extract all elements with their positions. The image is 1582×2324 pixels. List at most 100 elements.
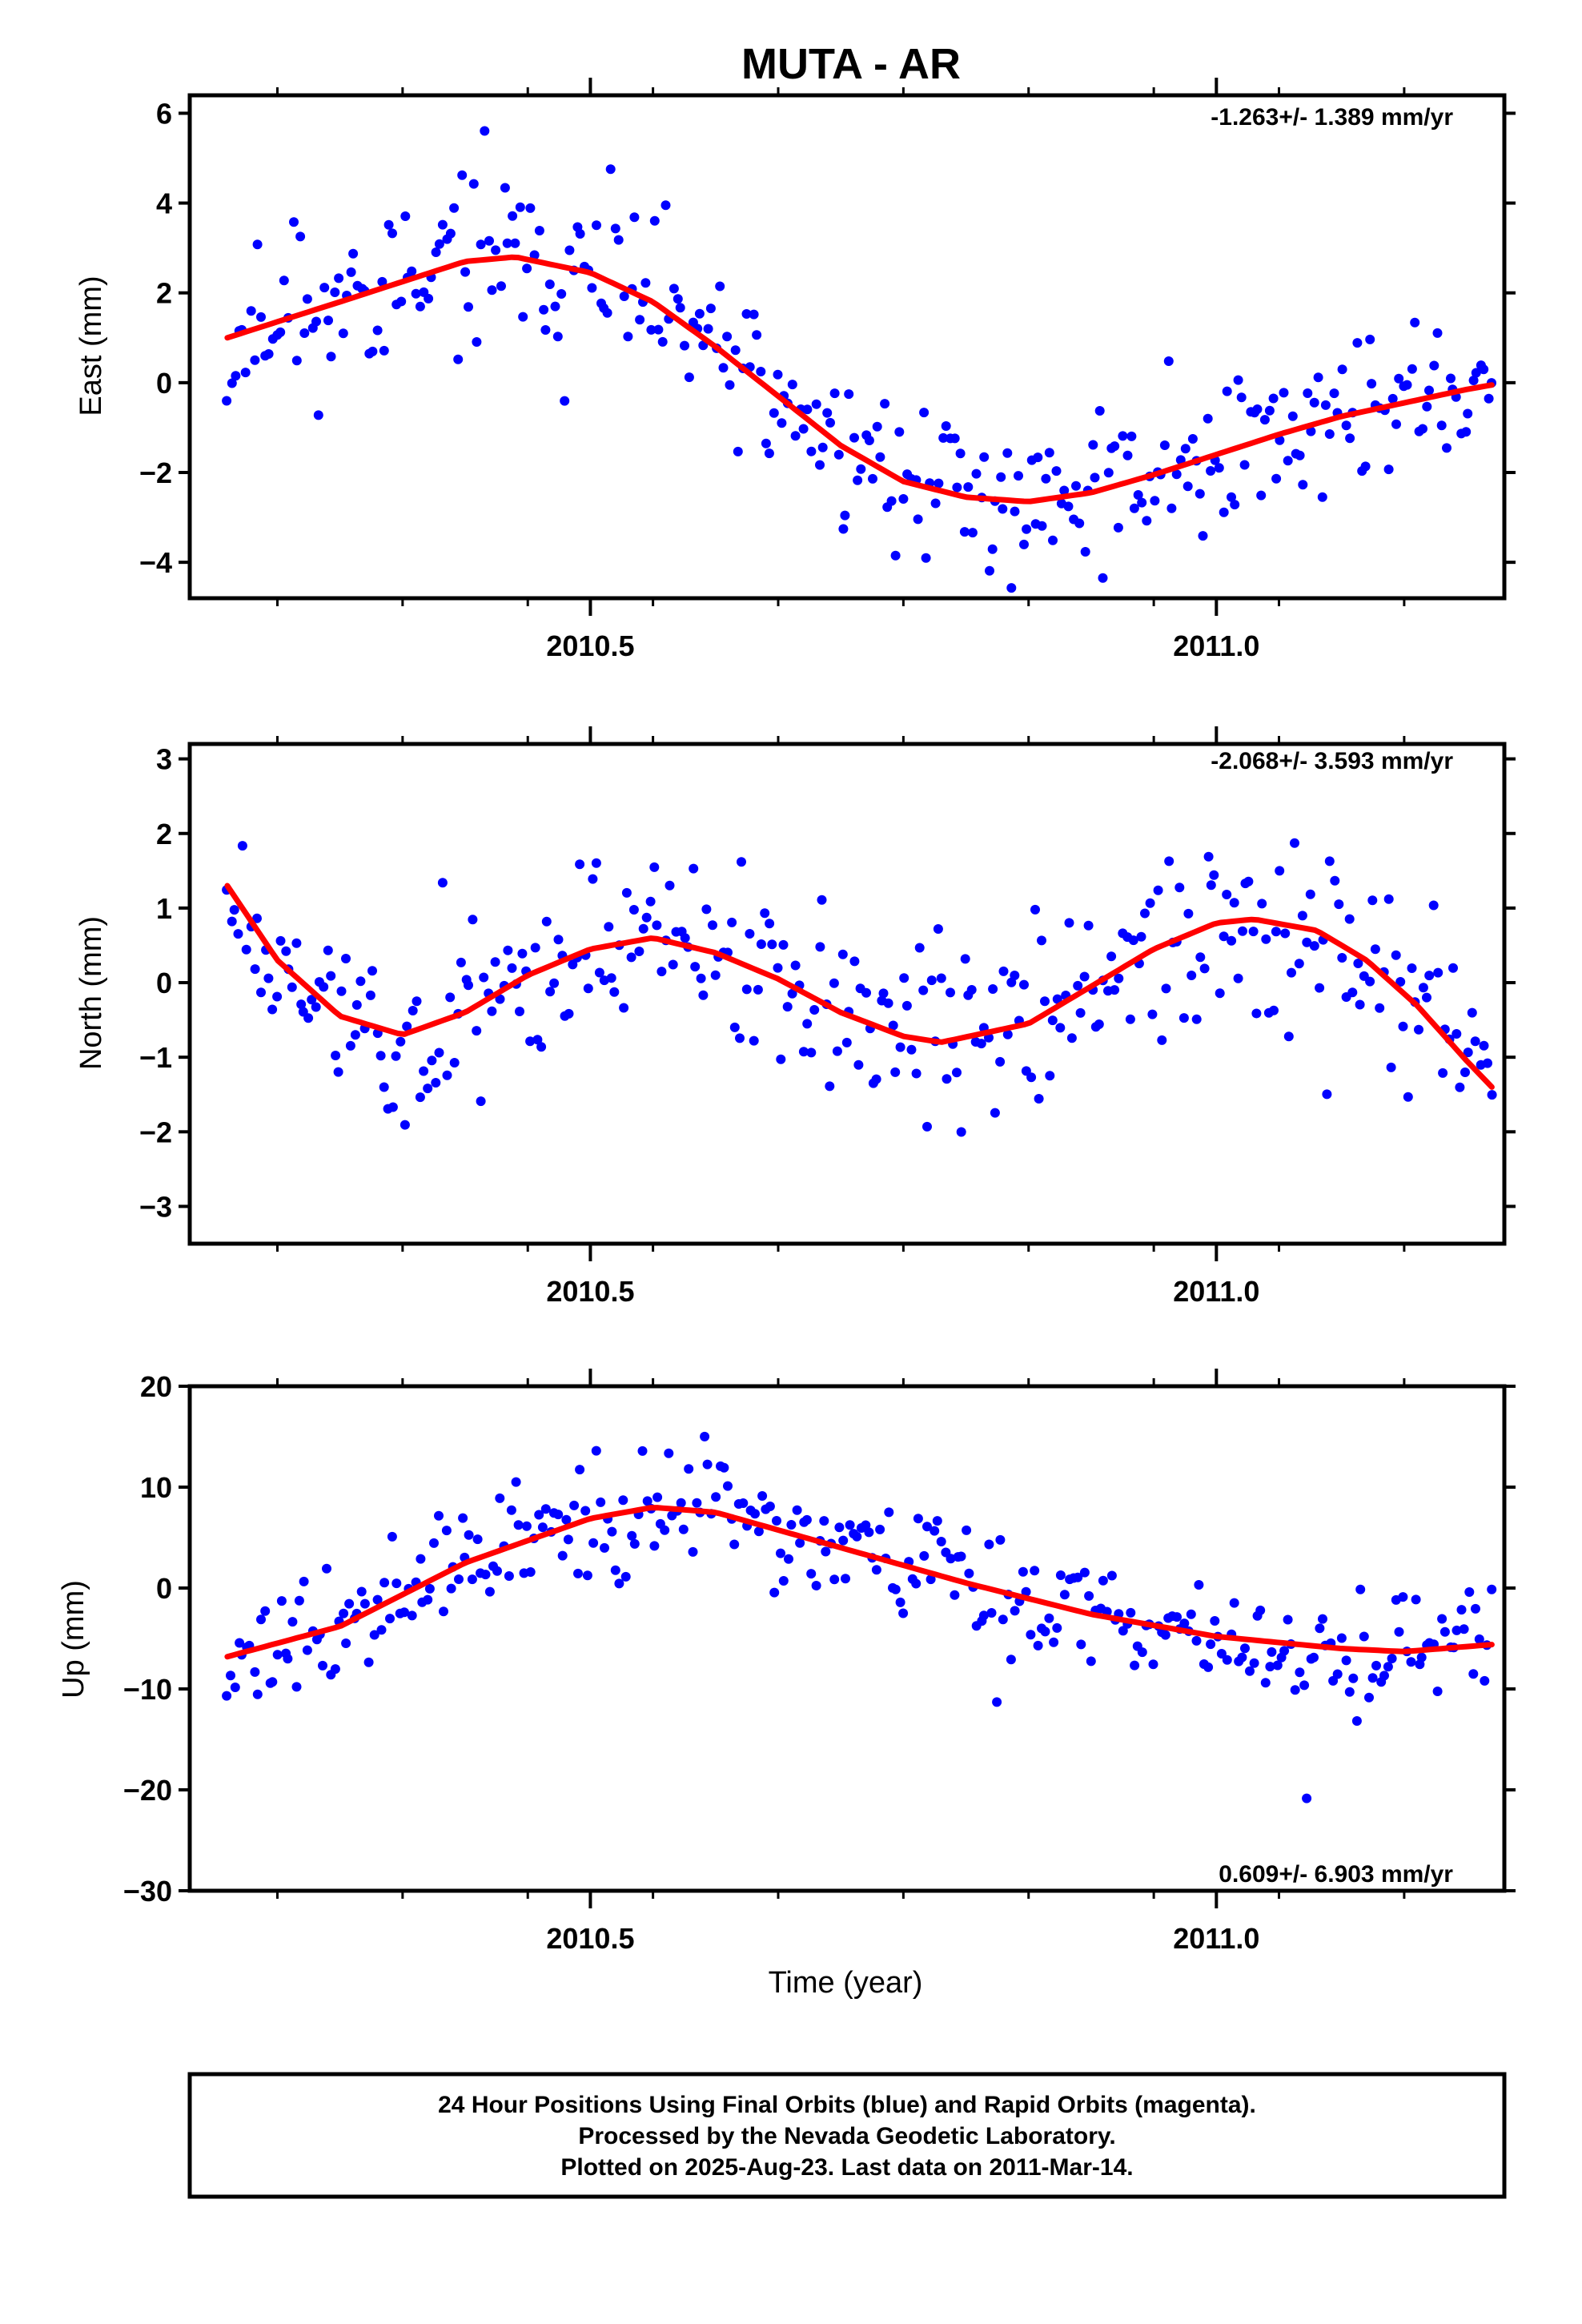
east-data-point bbox=[1484, 393, 1494, 404]
up-data-point bbox=[272, 1650, 283, 1660]
north-data-point bbox=[1128, 935, 1138, 946]
east-data-point bbox=[950, 433, 960, 444]
north-data-point bbox=[402, 1021, 412, 1031]
up-data-point bbox=[890, 1584, 901, 1594]
east-data-point bbox=[649, 215, 660, 226]
east-data-point bbox=[1365, 334, 1375, 344]
east-data-point bbox=[1080, 547, 1090, 557]
up-data-point bbox=[702, 1459, 713, 1470]
north-data-point bbox=[1375, 1003, 1385, 1013]
east-data-point bbox=[1360, 461, 1371, 472]
east-data-point bbox=[449, 203, 460, 213]
north-data-point bbox=[291, 938, 302, 948]
up-data-point bbox=[919, 1550, 930, 1561]
up-data-point bbox=[992, 1697, 1002, 1707]
north-data-point bbox=[256, 987, 266, 998]
east-data-point bbox=[752, 330, 762, 340]
east-data-point bbox=[1391, 419, 1401, 429]
north-data-point bbox=[515, 1007, 524, 1016]
north-data-point bbox=[1251, 1008, 1262, 1019]
north-data-point bbox=[1066, 1033, 1077, 1043]
up-data-point bbox=[1364, 1692, 1374, 1703]
up-data-point bbox=[1471, 1603, 1480, 1614]
north-data-point bbox=[241, 944, 251, 955]
north-data-point bbox=[594, 967, 604, 978]
north-data-point bbox=[926, 975, 937, 986]
north-data-point bbox=[442, 1070, 452, 1080]
east-data-point bbox=[718, 363, 729, 373]
east-data-point bbox=[592, 220, 601, 231]
north-data-point bbox=[922, 1121, 932, 1132]
north-data-point bbox=[756, 939, 766, 949]
east-data-point bbox=[998, 504, 1008, 514]
east-data-point bbox=[1271, 473, 1282, 484]
north-data-point bbox=[1305, 889, 1315, 899]
up-data-point bbox=[1437, 1614, 1447, 1624]
east-data-point bbox=[1074, 518, 1085, 529]
up-data-point bbox=[1290, 1685, 1300, 1695]
up-data-point bbox=[299, 1576, 309, 1586]
north-data-point bbox=[1045, 1071, 1055, 1081]
north-data-point bbox=[888, 1020, 898, 1031]
east-data-point bbox=[1051, 466, 1062, 476]
up-data-point bbox=[1302, 1793, 1312, 1803]
north-data-point bbox=[1040, 996, 1050, 1007]
north-data-point bbox=[464, 980, 473, 991]
up-data-point bbox=[1387, 1654, 1397, 1663]
up-data-point bbox=[596, 1497, 606, 1507]
east-data-point bbox=[749, 309, 759, 320]
up-y-tick-label: 20 bbox=[140, 1370, 172, 1403]
east-data-point bbox=[227, 378, 237, 388]
up-data-point bbox=[1203, 1662, 1214, 1672]
east-data-point bbox=[623, 332, 633, 342]
east-data-point bbox=[1198, 531, 1208, 541]
east-data-point bbox=[1402, 380, 1412, 390]
east-data-point bbox=[1098, 573, 1108, 583]
north-data-point bbox=[809, 1005, 820, 1015]
up-data-point bbox=[1279, 1646, 1290, 1656]
up-data-point bbox=[784, 1554, 793, 1564]
north-data-point bbox=[1233, 973, 1243, 983]
east-data-point bbox=[522, 263, 532, 274]
north-y-tick-label: 1 bbox=[156, 892, 172, 925]
north-data-point bbox=[281, 946, 291, 956]
up-data-point bbox=[1006, 1655, 1016, 1665]
north-data-point bbox=[1222, 890, 1232, 899]
north-data-point bbox=[1275, 866, 1285, 876]
up-data-point bbox=[772, 1516, 781, 1526]
north-y-tick-label: 0 bbox=[156, 967, 172, 999]
east-data-point bbox=[252, 239, 263, 250]
east-data-point bbox=[1059, 485, 1070, 496]
up-data-point bbox=[1137, 1647, 1147, 1658]
up-data-point bbox=[407, 1610, 417, 1621]
up-data-point bbox=[811, 1581, 821, 1590]
north-fit-curve bbox=[224, 883, 1495, 1090]
up-data-point bbox=[441, 1526, 452, 1536]
east-data-point bbox=[1187, 434, 1198, 444]
north-data-point bbox=[307, 995, 317, 1005]
up-data-point bbox=[1210, 1616, 1220, 1626]
north-data-point bbox=[1026, 1072, 1037, 1083]
east-data-point bbox=[967, 528, 978, 538]
north-data-point bbox=[233, 929, 243, 939]
north-data-point bbox=[773, 963, 783, 973]
east-data-point bbox=[844, 389, 854, 400]
east-data-point bbox=[629, 212, 640, 223]
east-data-point bbox=[829, 388, 840, 399]
north-data-point bbox=[668, 959, 678, 970]
north-data-point bbox=[553, 935, 564, 945]
east-data-point bbox=[1002, 448, 1013, 458]
north-data-point bbox=[351, 999, 362, 1010]
east-data-point bbox=[838, 524, 849, 534]
north-data-point bbox=[229, 905, 239, 915]
east-data-point bbox=[346, 267, 356, 277]
north-data-point bbox=[1452, 1029, 1462, 1039]
north-data-point bbox=[525, 1036, 536, 1047]
east-data-point bbox=[487, 285, 497, 296]
north-data-point bbox=[680, 933, 690, 943]
east-data-point bbox=[1033, 452, 1043, 463]
east-data-point bbox=[348, 248, 359, 259]
north-data-point bbox=[267, 1004, 278, 1015]
north-data-point bbox=[918, 985, 929, 995]
up-data-point bbox=[1260, 1678, 1271, 1688]
